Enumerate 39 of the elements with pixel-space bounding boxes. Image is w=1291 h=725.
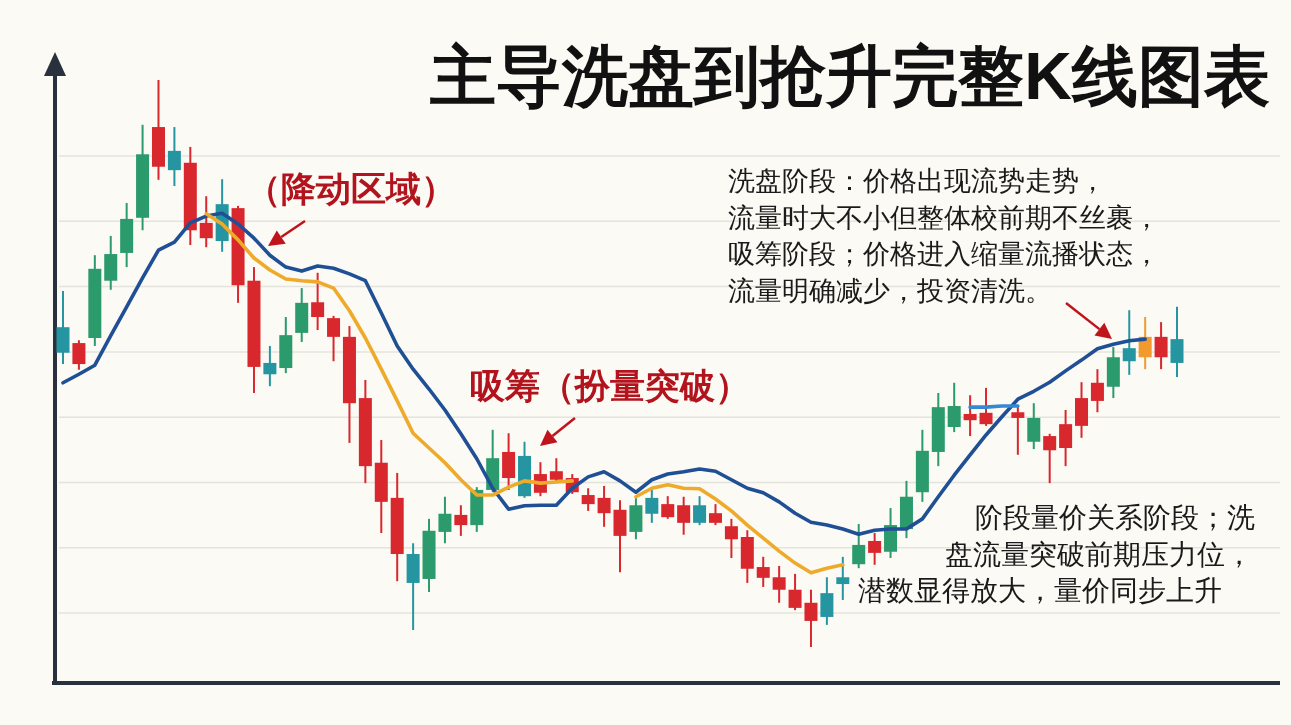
candlestick (263, 344, 277, 388)
candlestick (979, 386, 993, 427)
candlestick (1122, 309, 1136, 376)
candlestick (677, 495, 691, 536)
candlestick (1027, 402, 1041, 451)
candlestick (597, 484, 611, 528)
candlestick (788, 572, 802, 612)
annotation: 阶段量价关系阶段；洗盘流量突破前期压力位，潜数显得放大，量价同步上升 (858, 502, 1255, 606)
candlestick (645, 487, 659, 524)
candlestick (1043, 432, 1057, 485)
annotation: 吸筹（扮量突破） (470, 366, 750, 405)
candlestick (708, 503, 722, 527)
candlestick (454, 504, 468, 537)
annotation: 洗盘阶段：价格出现流势走势，流量时大不小但整体校前期不丝裹，吸筹阶段；价格进入缩量流播状态，流量明确减少，投资清洗。 (728, 166, 1160, 307)
candlestick (836, 555, 850, 601)
candlestick (693, 495, 707, 527)
candlestick (311, 271, 325, 332)
candlestick (72, 339, 86, 371)
candlestick (852, 522, 866, 570)
candlestick (947, 381, 961, 434)
candlestick (1170, 305, 1184, 379)
candlestick (167, 126, 181, 188)
candlestick (868, 532, 882, 566)
candlestick (772, 564, 786, 604)
candlestick (327, 314, 341, 363)
candlestick (820, 576, 834, 626)
chart-title: 主导洗盘到抢升完整K线图表 (429, 39, 1270, 113)
candlestick (756, 555, 770, 588)
candlestick (1059, 408, 1073, 468)
candlestick (1090, 368, 1104, 414)
candlestick (804, 588, 818, 648)
candlestick (581, 487, 595, 512)
candlestick (438, 495, 452, 545)
candlestick (963, 394, 977, 438)
candlestick (724, 517, 738, 559)
candlestick (661, 495, 675, 520)
candlestick (199, 195, 213, 249)
candlestick (1154, 321, 1168, 371)
annotation: （降动区域） (246, 169, 456, 208)
